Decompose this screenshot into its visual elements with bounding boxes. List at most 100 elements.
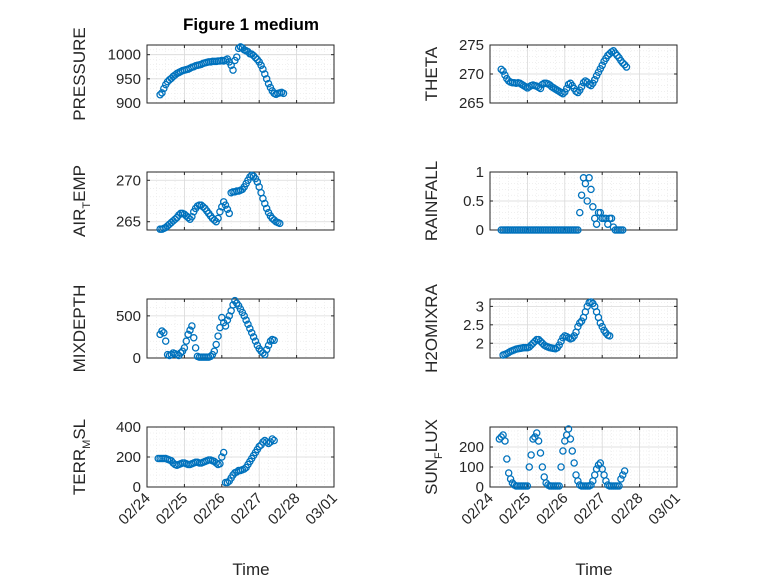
y-tick-label: 270 [459, 66, 484, 83]
y-tick-label: 0 [133, 479, 141, 496]
data-point [564, 425, 573, 433]
data-point [176, 349, 185, 357]
data-point [589, 203, 597, 211]
data-series [156, 43, 288, 99]
data-point [212, 340, 220, 349]
data-point [186, 326, 194, 334]
figure-title: Figure 1 medium [183, 15, 319, 34]
y-tick-label: 200 [116, 449, 141, 466]
data-point [214, 332, 222, 340]
data-point [279, 89, 288, 98]
data-point [188, 322, 196, 330]
data-series [156, 171, 284, 233]
data-point [261, 70, 269, 78]
data-point [527, 451, 535, 459]
panel-sun-flux: 0100200SUNFLUX02/2402/2502/2602/2702/280… [422, 419, 684, 528]
panel-air-temp: 265 270 AIRTEMP [70, 165, 335, 237]
data-series [154, 435, 278, 487]
y-axis-label: THETA [422, 46, 441, 101]
data-point [251, 337, 260, 345]
y-tick-label: 2.5 [463, 317, 484, 334]
data-point [568, 334, 577, 342]
data-point [555, 482, 563, 490]
y-tick-label: 400 [116, 419, 141, 436]
data-point [536, 84, 545, 93]
panel-rainfall: 0 0.5 1 RAINFALL [422, 161, 678, 241]
data-point [156, 91, 164, 99]
data-point [255, 442, 263, 451]
y-tick-label: 3 [476, 298, 484, 315]
y-axis-label: RAINFALL [422, 161, 441, 241]
data-series [499, 298, 614, 359]
data-point [557, 463, 565, 471]
data-point [559, 447, 567, 455]
x-tick-label: 02/28 [265, 490, 304, 529]
x-tick-label: 02/26 [190, 490, 229, 529]
y-tick-label: 900 [116, 95, 141, 112]
data-point [590, 76, 599, 84]
data-point [598, 61, 606, 70]
data-point [557, 337, 565, 346]
y-axis-label: TERRMSL [70, 419, 93, 495]
x-tick-label: 02/28 [608, 490, 647, 529]
data-point [615, 482, 623, 490]
panel-h2omixra: 22.5 3 H2OMIXRA [422, 283, 678, 373]
x-tick-label: 02/27 [570, 490, 609, 529]
x-tick-label: 02/25 [153, 490, 192, 529]
y-axis-label: MIXDEPTH [70, 285, 89, 373]
y-axis-label: AIRTEMP [70, 165, 93, 237]
data-point [221, 201, 230, 209]
y-tick-label: 270 [116, 172, 141, 189]
data-point [264, 79, 273, 88]
y-axis-label: PRESSURE [70, 27, 89, 121]
panel-terr-msl: 0200400TERRMSL02/2402/2502/2602/2702/280… [70, 419, 341, 529]
y-tick-label: 950 [116, 71, 141, 88]
data-point [574, 477, 582, 485]
data-point [585, 174, 593, 182]
y-tick-label: 0 [476, 222, 484, 239]
data-point [587, 185, 595, 194]
data-point [160, 328, 168, 337]
data-point [229, 66, 237, 74]
data-point [214, 214, 222, 223]
x-tick-label: 03/01 [302, 490, 341, 529]
data-point [242, 316, 250, 324]
data-point [523, 482, 532, 490]
data-point [160, 84, 168, 93]
data-point [574, 322, 582, 331]
data-point [249, 51, 258, 60]
data-point [577, 191, 586, 199]
y-tick-label: 265 [116, 214, 141, 231]
data-point [262, 345, 271, 354]
data-point [534, 437, 543, 445]
data-point [223, 316, 232, 324]
data-point [171, 215, 179, 223]
data-point [499, 67, 507, 75]
plot-area [147, 172, 334, 230]
data-point [264, 341, 273, 350]
data-point [210, 216, 219, 224]
data-point [276, 219, 284, 228]
axes-box [146, 298, 335, 359]
data-point [568, 447, 577, 455]
data-point [240, 312, 248, 320]
data-point [191, 344, 200, 352]
data-point [619, 59, 627, 67]
data-point [622, 63, 631, 71]
data-point [158, 89, 166, 97]
data-point [259, 65, 267, 73]
y-tick-label: 2 [476, 335, 484, 352]
data-point [268, 435, 277, 443]
data-point [262, 438, 271, 446]
data-point [570, 459, 578, 467]
y-axis-label: SUNFLUX [422, 419, 445, 495]
x-tick-label: 02/25 [496, 490, 535, 529]
data-point [219, 448, 228, 457]
data-point [270, 336, 278, 345]
data-point [199, 203, 207, 211]
data-point [583, 197, 591, 205]
data-point [257, 61, 265, 70]
y-tick-label: 265 [459, 95, 484, 112]
data-point [581, 179, 590, 188]
